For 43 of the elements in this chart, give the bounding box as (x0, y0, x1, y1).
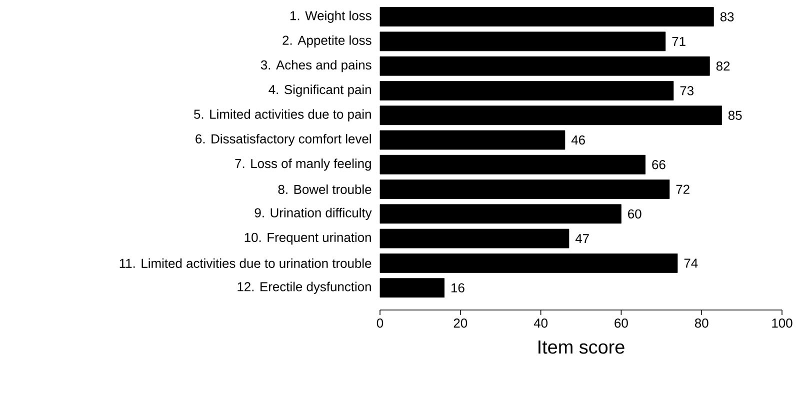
data-label: 71 (672, 36, 686, 46)
y-tick-label: 3. Aches and pains (260, 60, 372, 72)
x-tick-label: 20 (454, 318, 468, 328)
bar (380, 81, 674, 100)
bar (380, 56, 710, 76)
bar (380, 32, 666, 52)
y-tick-label: 11. Limited activities due to urination trouble (120, 258, 372, 268)
x-tick-label: 60 (614, 318, 628, 328)
bar (380, 253, 678, 273)
x-tick-label: 40 (534, 318, 548, 328)
data-label: 60 (628, 209, 642, 218)
y-tick-label: 6. Dissatisfactory comfort level (196, 134, 371, 146)
y-tick-label: 12. Erectile dysfunction (238, 282, 371, 294)
bar (380, 204, 622, 224)
bar (380, 278, 445, 298)
data-label: 72 (676, 184, 690, 194)
x-tick-label: 80 (694, 318, 708, 328)
data-label: 85 (728, 110, 742, 120)
data-label: 47 (575, 234, 589, 243)
data-label: 46 (571, 135, 585, 145)
data-label: 74 (684, 258, 698, 268)
data-label: 66 (652, 160, 666, 170)
data-label: 16 (452, 283, 464, 292)
y-tick-label: 8. Bowel trouble (278, 184, 372, 194)
x-tick-label: 100 (772, 318, 792, 328)
y-tick-label: 4. Significant pain (268, 84, 371, 97)
y-tick-label: 1. Weight loss (290, 10, 372, 23)
x-tick-label: 0 (376, 318, 384, 328)
bar (380, 180, 670, 199)
data-label: 82 (716, 61, 730, 71)
y-tick-label: 7. Loss of manly feeling (235, 158, 371, 171)
x-axis-title: Item score (538, 340, 624, 354)
data-label: 83 (720, 12, 734, 22)
y-tick-label: 2. Appetite loss (282, 35, 372, 48)
y-tick-label: 5. Limited activities due to pain (194, 109, 371, 122)
bar (380, 106, 722, 126)
data-label: 73 (680, 86, 694, 96)
bar (380, 228, 570, 248)
y-tick-label: 10. Frequent urination (244, 232, 371, 245)
bar (380, 7, 714, 26)
y-tick-label: 9. Urination difficulty (254, 208, 372, 220)
bar (380, 130, 566, 150)
bar (380, 154, 646, 174)
